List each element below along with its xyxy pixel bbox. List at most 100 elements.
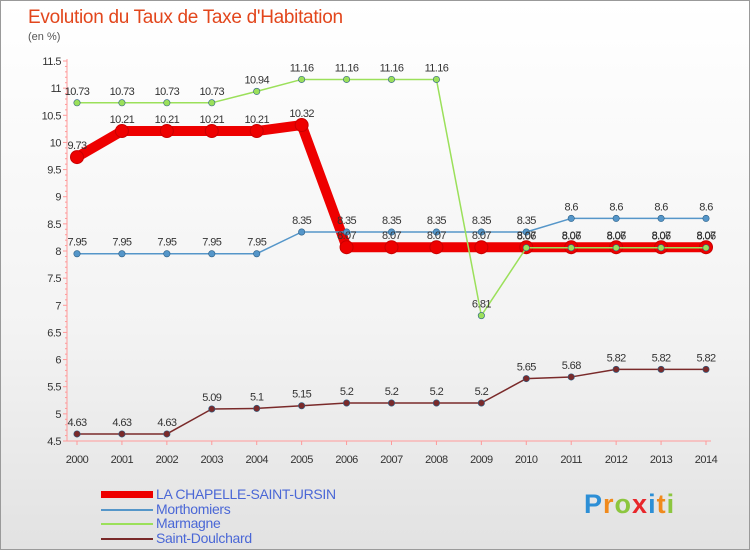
data-point-2	[522, 244, 530, 252]
data-point-3	[118, 430, 126, 438]
proxiti-logo: Proxiti	[584, 489, 676, 519]
data-point-1	[612, 214, 620, 222]
data-point-2	[567, 244, 575, 252]
data-label-1: 8.35	[427, 215, 446, 227]
data-label-0: 10.21	[155, 114, 180, 126]
data-label-3: 5.09	[202, 392, 221, 404]
data-label-2: 6.81	[472, 299, 491, 311]
x-tick-label: 2006	[335, 454, 358, 466]
x-tick-label: 2007	[380, 454, 403, 466]
data-label-2: 10.73	[65, 86, 90, 98]
data-point-3	[657, 365, 665, 373]
data-label-3: 5.68	[562, 360, 581, 372]
data-label-1: 8.35	[472, 215, 491, 227]
data-label-1: 8.6	[564, 201, 578, 213]
data-label-3: 4.63	[157, 417, 176, 429]
data-point-2	[163, 99, 171, 107]
data-label-1: 8.35	[337, 215, 356, 227]
x-tick-label: 2010	[515, 454, 538, 466]
data-label-0: 8.07	[382, 230, 401, 242]
data-label-0: 10.21	[200, 114, 225, 126]
data-label-1: 8.35	[292, 215, 311, 227]
data-point-3	[73, 430, 81, 438]
data-label-0: 10.21	[244, 114, 269, 126]
data-label-3: 5.2	[475, 386, 489, 398]
data-label-0: 8.07	[337, 230, 356, 242]
data-label-0: 10.32	[289, 108, 314, 120]
data-point-1	[253, 250, 261, 258]
data-point-0	[204, 124, 219, 139]
data-point-2	[432, 75, 440, 83]
legend-label-morthomiers: Morthomiers	[156, 501, 231, 517]
data-label-0: 10.21	[110, 114, 135, 126]
data-label-0: 8.07	[652, 230, 671, 242]
data-point-0	[429, 240, 444, 255]
data-point-2	[657, 244, 665, 252]
y-tick-label: 5	[55, 409, 61, 421]
y-tick-label: 8	[55, 246, 61, 258]
data-point-0	[384, 240, 399, 255]
data-point-1	[73, 250, 81, 258]
data-label-2: 8.06	[517, 231, 536, 243]
data-point-0	[339, 240, 354, 255]
data-label-3: 5.2	[340, 386, 354, 398]
data-label-3: 5.82	[652, 352, 671, 364]
data-label-1: 7.95	[202, 237, 221, 249]
data-label-1: 8.6	[699, 201, 713, 213]
data-point-1	[163, 250, 171, 258]
data-label-1: 8.35	[382, 215, 401, 227]
data-label-3: 5.82	[607, 352, 626, 364]
data-label-2: 11.16	[425, 62, 449, 74]
data-point-1	[343, 228, 351, 236]
legend-label-marmagne: Marmagne	[156, 515, 221, 531]
data-label-0: 8.07	[562, 230, 581, 242]
data-point-3	[432, 399, 440, 407]
data-label-2: 10.73	[200, 86, 225, 98]
data-label-2: 8.06	[562, 231, 581, 243]
y-tick-label: 9.5	[47, 165, 61, 177]
data-point-2	[208, 99, 216, 107]
data-label-1: 8.35	[517, 215, 536, 227]
y-tick-label: 6	[55, 355, 61, 367]
data-label-1: 8.6	[654, 201, 668, 213]
legend-item-la-chapelle: LA CHAPELLE-SAINT-URSIN	[101, 486, 481, 502]
y-tick-label: 7	[55, 300, 61, 312]
data-point-2	[73, 99, 81, 107]
data-label-2: 11.16	[380, 62, 404, 74]
data-label-1: 7.95	[67, 237, 86, 249]
x-tick-label: 2011	[560, 454, 582, 466]
y-tick-label: 5.5	[47, 382, 61, 394]
data-label-1: 7.95	[157, 237, 176, 249]
y-tick-label: 7.5	[47, 273, 61, 285]
legend-label-la-chapelle: LA CHAPELLE-SAINT-URSIN	[156, 486, 336, 502]
data-label-2: 11.16	[335, 62, 359, 74]
data-label-2: 11.16	[290, 62, 314, 74]
data-point-1	[208, 250, 216, 258]
x-tick-label: 2012	[605, 454, 628, 466]
data-point-3	[477, 399, 485, 407]
x-tick-label: 2014	[695, 454, 718, 466]
data-point-2	[612, 244, 620, 252]
data-point-2	[702, 244, 710, 252]
data-label-2: 10.73	[110, 86, 135, 98]
data-label-2: 10.94	[244, 74, 269, 86]
data-point-0	[474, 240, 489, 255]
data-point-1	[702, 214, 710, 222]
x-tick-label: 2000	[66, 454, 89, 466]
data-point-2	[298, 75, 306, 83]
data-point-0	[114, 124, 129, 139]
y-tick-label: 10	[50, 137, 62, 149]
y-tick-label: 6.5	[47, 327, 61, 339]
data-label-1: 7.95	[112, 237, 131, 249]
data-point-2	[253, 87, 261, 95]
data-label-1: 7.95	[247, 237, 266, 249]
data-point-1	[118, 250, 126, 258]
data-point-3	[522, 375, 530, 383]
data-point-3	[163, 430, 171, 438]
data-label-3: 5.1	[250, 391, 264, 403]
chart-unit: (en %)	[28, 31, 61, 43]
chart-title: Evolution du Taux de Taxe d'Habitation	[28, 7, 343, 28]
y-tick-label: 9	[55, 192, 61, 204]
data-point-0	[159, 124, 174, 139]
data-label-3: 5.15	[292, 389, 311, 401]
